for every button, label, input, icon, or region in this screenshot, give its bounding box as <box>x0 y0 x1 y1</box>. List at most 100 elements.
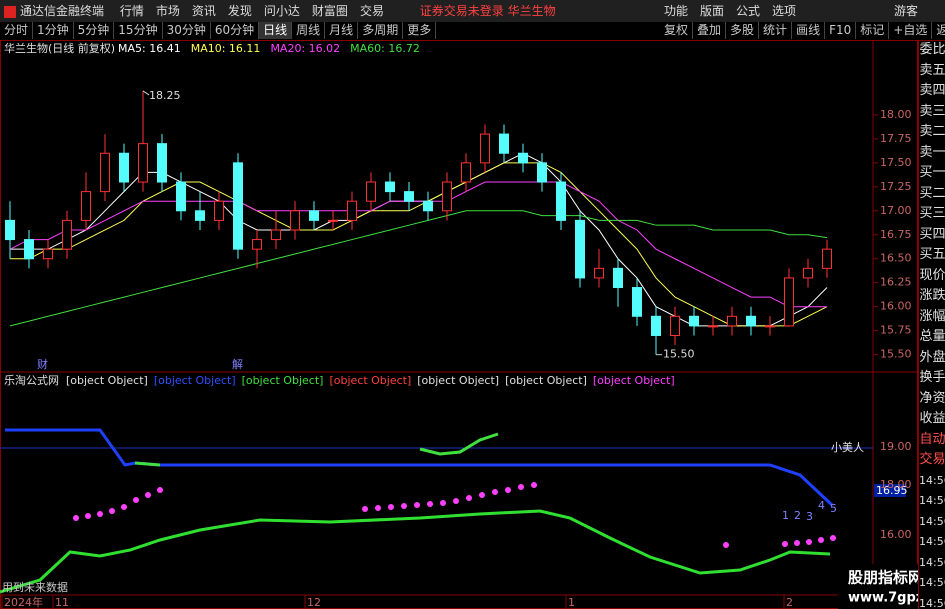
candle-body <box>366 181 376 202</box>
periods: 分时 1分钟 5分钟 15分钟 30分钟 60分钟 日线 周线 月线 多周期 更多 <box>0 22 437 39</box>
side-panel: 委比 卖五 卖四 卖三 卖二 卖一 买一 买二 买三 买四 买五 现价 涨跌 涨幅 总量 外盘 换手 净资 收益 自动… <box>918 40 945 609</box>
period-tab[interactable]: 月线 <box>325 22 359 39</box>
action-button[interactable]: +自选 <box>889 22 933 39</box>
signal-number: 2 <box>794 509 801 522</box>
ma-legend: MA60: 16.72 <box>350 42 420 55</box>
menu-item[interactable]: 功能 <box>664 4 689 18</box>
quote-field: 买五 <box>919 247 945 262</box>
side-field: 交易 <box>919 452 945 467</box>
candle-body <box>404 191 414 202</box>
indicator-source: 乐淘公式网 <box>4 374 59 387</box>
ma-legend: MA10: 16.11 <box>191 42 261 55</box>
indicator-axis-label: 19.00 <box>880 440 912 453</box>
menu-item[interactable]: 资讯 <box>191 4 216 18</box>
candle-body <box>328 219 338 222</box>
right-menu: 功能 版面 公式 选项 <box>658 0 802 22</box>
menu-item[interactable]: 行情 <box>119 4 144 18</box>
period-tab[interactable]: 更多 <box>403 22 437 39</box>
y-tick-label: 15.50 <box>880 348 912 361</box>
quote-field: 总量 <box>919 329 945 344</box>
menu-item[interactable]: 交易 <box>359 4 384 18</box>
side-field: 14:56 <box>919 514 945 528</box>
menu-item[interactable]: 财富圈 <box>311 4 348 18</box>
period-tab[interactable]: 1分钟 <box>33 22 74 39</box>
candle-body <box>252 239 262 250</box>
quote-field: 卖二 <box>919 124 945 139</box>
y-tick-label: 16.00 <box>880 300 912 313</box>
low-label: 15.50 <box>663 348 695 361</box>
candle-body <box>385 181 395 193</box>
y-tick-label: 17.75 <box>880 132 912 145</box>
ma-legend: MA5: 16.41 <box>118 42 181 55</box>
candle-body <box>803 267 813 279</box>
signal-number: 5 <box>830 502 837 515</box>
menu-item[interactable]: 版面 <box>700 4 725 18</box>
candle-body <box>423 200 433 212</box>
y-tick-label: 15.75 <box>880 324 912 337</box>
candle-body <box>347 200 357 221</box>
candle-body <box>309 210 319 221</box>
menu-item[interactable]: 问小达 <box>263 4 300 18</box>
indicator-value: [object Object] <box>505 374 587 387</box>
indicator-value: [object Object] <box>593 374 675 387</box>
side-field: 14:56 <box>919 576 945 589</box>
y-tick-label: 16.25 <box>880 276 912 289</box>
frame <box>0 40 918 609</box>
indicator-axis-label: 18.00 <box>880 478 912 491</box>
period-tab[interactable]: 周线 <box>292 22 326 39</box>
price-box-text: 16.95 <box>876 484 908 497</box>
signal-number: 3 <box>806 510 813 523</box>
menu-item[interactable]: 公式 <box>736 4 761 18</box>
action-button[interactable]: 画线 <box>792 22 826 39</box>
quote-field: 买四 <box>919 226 945 242</box>
candle-body <box>556 181 566 221</box>
candle-body <box>290 210 300 231</box>
candle-body <box>651 315 661 336</box>
heading: 华兰生物(日线 前复权) <box>4 41 115 55</box>
action-button[interactable]: 统计 <box>759 22 793 39</box>
indicator-value: [object Object] <box>242 374 324 387</box>
candle-body <box>575 219 585 279</box>
action-button[interactable]: 返回 <box>932 22 945 39</box>
action-button[interactable]: F10 <box>825 22 857 39</box>
period-tab[interactable]: 15分钟 <box>114 22 163 39</box>
quote-field: 收益 <box>919 411 945 426</box>
period-tab[interactable]: 60分钟 <box>211 22 260 39</box>
candle-body <box>613 267 623 289</box>
toolbar: 分时 1分钟 5分钟 15分钟 30分钟 60分钟 日线 周线 月线 多周期 更多 复权 叠加 多股 统计… <box>0 22 945 41</box>
ma-line <box>10 152 828 327</box>
indicator-axis-label: 16.00 <box>880 528 912 541</box>
date-label: 2 <box>786 596 793 609</box>
date-label: 11 <box>55 596 69 609</box>
side-field: 自动 <box>919 431 945 447</box>
date-label: 2024年 <box>4 595 43 609</box>
action-button[interactable]: 标记 <box>856 22 890 39</box>
menu-item[interactable]: 市场 <box>155 4 180 18</box>
candle-body <box>765 325 775 328</box>
menu-item[interactable]: 选项 <box>772 4 797 18</box>
candle-body <box>62 219 72 250</box>
candle-body <box>271 229 281 241</box>
candle-body <box>119 152 129 183</box>
action-button[interactable]: 多股 <box>726 22 760 39</box>
candle-body <box>594 267 604 279</box>
period-tab[interactable]: 5分钟 <box>74 22 115 39</box>
period-tab[interactable]: 多周期 <box>358 22 404 39</box>
signal-number: 4 <box>818 499 825 512</box>
quote-field: 净资 <box>919 390 945 406</box>
action-button[interactable]: 叠加 <box>693 22 727 39</box>
high-label: 18.25 <box>149 89 181 102</box>
period-tab[interactable]: 30分钟 <box>163 22 211 39</box>
user[interactable]: 游客 <box>894 4 919 18</box>
event-marker: 解 <box>232 357 243 371</box>
period-tab[interactable]: 日线 <box>259 22 293 39</box>
period-tab[interactable]: 分时 <box>0 22 34 39</box>
indicator-value: [object Object] <box>66 374 148 387</box>
menu-item[interactable]: 发现 <box>227 4 252 18</box>
quote-field: 现价 <box>919 267 945 283</box>
ma-line <box>9 181 827 308</box>
quote-field: 买一 <box>919 165 945 180</box>
y-tick-label: 16.75 <box>880 228 912 241</box>
action-button[interactable]: 复权 <box>660 22 694 39</box>
